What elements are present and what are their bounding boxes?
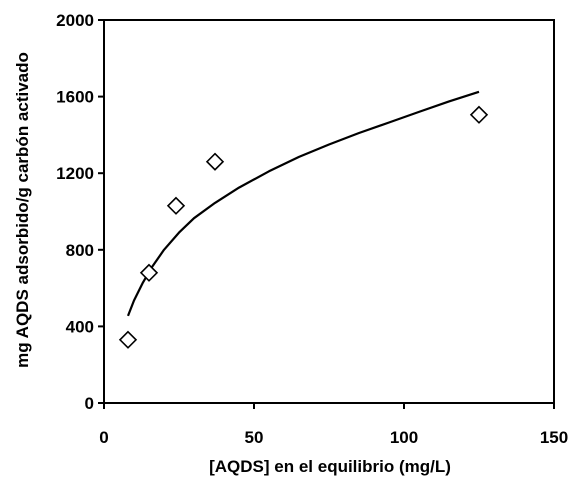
x-tick-label: 50	[245, 428, 264, 447]
data-point-diamond	[166, 196, 186, 215]
x-tick-label: 150	[540, 428, 568, 447]
y-tick-label: 0	[85, 394, 94, 413]
x-axis-title: [AQDS] en el equilibrio (mg/L)	[209, 457, 451, 476]
x-tick-label: 0	[99, 428, 108, 447]
y-tick-label: 2000	[56, 11, 94, 30]
y-tick-label: 800	[66, 241, 94, 260]
data-point-diamond	[139, 263, 159, 282]
y-axis-ticks: 0 400 800 1200 1600 2000	[56, 11, 104, 413]
x-tick-label: 100	[390, 428, 418, 447]
data-point-diamond	[205, 152, 225, 171]
y-tick-label: 1600	[56, 88, 94, 107]
y-axis-title: mg AQDS adsorbido/g carbón activado	[13, 52, 32, 368]
y-tick-label: 400	[66, 317, 94, 336]
data-markers	[118, 105, 489, 349]
data-point-diamond	[469, 105, 489, 124]
plot-frame	[103, 19, 555, 404]
plot-border	[103, 19, 555, 404]
x-axis-ticks: 0 50 100 150	[99, 403, 568, 447]
data-point-diamond	[118, 330, 138, 349]
y-tick-label: 1200	[56, 164, 94, 183]
